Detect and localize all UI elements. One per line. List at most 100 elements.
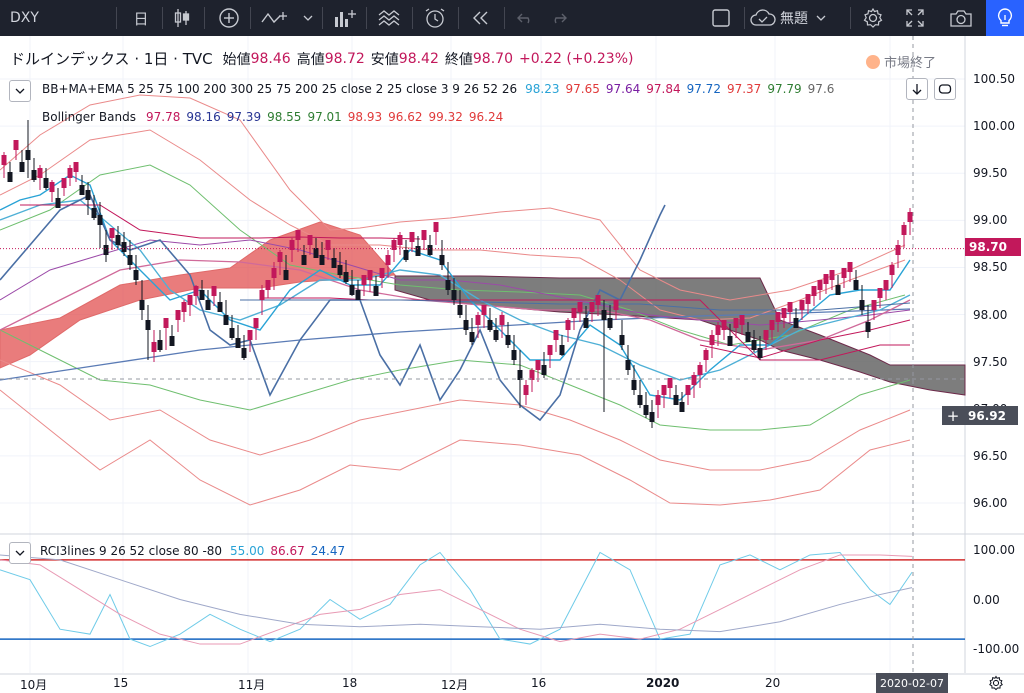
- candle-body: [229, 328, 235, 338]
- cloud-check-icon: [750, 9, 776, 26]
- candle-body: [361, 275, 367, 285]
- snapshot-button[interactable]: [944, 0, 978, 36]
- candle-body: [271, 268, 277, 278]
- candle-body: [565, 320, 571, 330]
- candle-body: [253, 318, 259, 328]
- chart-overlays: [0, 36, 965, 673]
- candle-body: [283, 270, 289, 280]
- arrow-down-icon: [912, 84, 922, 95]
- candle-body: [145, 320, 151, 330]
- time-tick-label: 12月: [441, 678, 469, 692]
- rci-middle: [0, 554, 913, 645]
- candle-body: [727, 336, 733, 346]
- bb-legend: Bollinger Bands 97.78 98.16 97.39 98.55 …: [42, 110, 509, 124]
- candle-body: [595, 295, 601, 305]
- compare-button[interactable]: [256, 0, 296, 36]
- bb-lower-3: [0, 389, 911, 506]
- candle-body: [433, 222, 439, 232]
- candle-body: [7, 172, 13, 182]
- ma-200: [0, 308, 911, 381]
- candle-body: [313, 248, 319, 258]
- kijun-left: [20, 204, 421, 240]
- candle-body: [493, 330, 499, 340]
- layout-name: 無題: [780, 11, 808, 27]
- candle-body: [895, 245, 901, 255]
- lightbulb-icon: [997, 8, 1013, 27]
- rci-value-2: 24.47: [310, 544, 346, 558]
- scroll-to-latest-button[interactable]: [906, 78, 928, 100]
- chevron-down-icon: [15, 88, 25, 94]
- ma-300: [240, 299, 911, 311]
- ma-value-5: 97.37: [726, 82, 762, 96]
- candle-body: [349, 285, 355, 295]
- time-axis[interactable]: 10月1511月1812月162020202: [0, 673, 965, 693]
- open-label: 始値: [222, 51, 251, 68]
- fullscreen-button[interactable]: [898, 0, 932, 36]
- candle-body: [415, 246, 421, 256]
- redo-button[interactable]: [542, 0, 574, 36]
- bearish-cloud: [394, 275, 966, 396]
- candle-body: [115, 235, 121, 245]
- rci-legend-toggle[interactable]: [9, 542, 31, 564]
- layout-save-button[interactable]: 無題: [750, 0, 846, 36]
- candle-body: [655, 395, 661, 405]
- candle-body: [697, 365, 703, 375]
- top-toolbar: DXY 日 無題: [0, 0, 1024, 36]
- candle-body: [25, 150, 31, 160]
- alert-button[interactable]: [418, 0, 452, 36]
- interval-button[interactable]: 日: [124, 0, 158, 36]
- candle-body: [847, 262, 853, 272]
- chart-type-button[interactable]: [166, 0, 198, 36]
- compare-dropdown[interactable]: [298, 0, 318, 36]
- scale-settings-button[interactable]: [986, 674, 1006, 692]
- candle-body: [823, 274, 829, 284]
- loop-icon: [938, 84, 952, 94]
- candle-body: [877, 288, 883, 298]
- candle-body: [391, 240, 397, 250]
- rci-lines: [0, 551, 965, 648]
- financials-button[interactable]: [328, 0, 362, 36]
- candle-body: [439, 255, 445, 265]
- candle-body: [61, 178, 67, 188]
- symbol-search-button[interactable]: DXY: [0, 0, 70, 36]
- candle-body: [631, 380, 637, 390]
- low-label: 安値: [370, 51, 399, 68]
- bb-value-5: 98.93: [347, 110, 383, 124]
- candle-body: [139, 300, 145, 310]
- undo-button[interactable]: [510, 0, 542, 36]
- rci-axis[interactable]: 100.00 0.00 -100.00: [965, 533, 1024, 671]
- reset-scale-button[interactable]: [934, 78, 956, 100]
- candle-body: [301, 255, 307, 265]
- chart-canvas[interactable]: [0, 36, 1024, 693]
- ma-legend-toggle[interactable]: [9, 80, 31, 102]
- indicators-button[interactable]: [212, 0, 246, 36]
- bb-legend-label: Bollinger Bands: [42, 110, 136, 124]
- settings-button[interactable]: [856, 0, 890, 36]
- ideas-button[interactable]: [986, 0, 1024, 36]
- candle-body: [589, 302, 595, 312]
- candle-body: [1, 155, 7, 165]
- candle-body: [259, 290, 265, 300]
- candle-body: [193, 286, 199, 296]
- candle-body: [907, 212, 913, 222]
- candle-body: [805, 294, 811, 304]
- candle-body: [223, 315, 229, 325]
- price-tick-label: 99.00: [973, 213, 1008, 228]
- chevron-down-icon: [15, 550, 25, 556]
- candle-body: [355, 290, 361, 300]
- candle-body: [619, 335, 625, 345]
- price-axis[interactable]: 100.50100.0099.5099.0098.5098.0097.5097.…: [965, 36, 1024, 533]
- candle-body: [109, 228, 115, 238]
- candle-body: [745, 332, 751, 342]
- crosshair-plus-icon[interactable]: +: [946, 406, 960, 425]
- replay-button[interactable]: [464, 0, 498, 36]
- market-closed-icon: [866, 54, 880, 69]
- candle-body: [673, 395, 679, 405]
- candle-body: [247, 330, 253, 340]
- templates-button[interactable]: [372, 0, 406, 36]
- candle-body: [385, 255, 391, 265]
- ma-value-1: 97.65: [565, 82, 600, 96]
- fullscreen-layout-button[interactable]: [704, 0, 738, 36]
- candle-body: [289, 240, 295, 250]
- candle-body: [889, 265, 895, 275]
